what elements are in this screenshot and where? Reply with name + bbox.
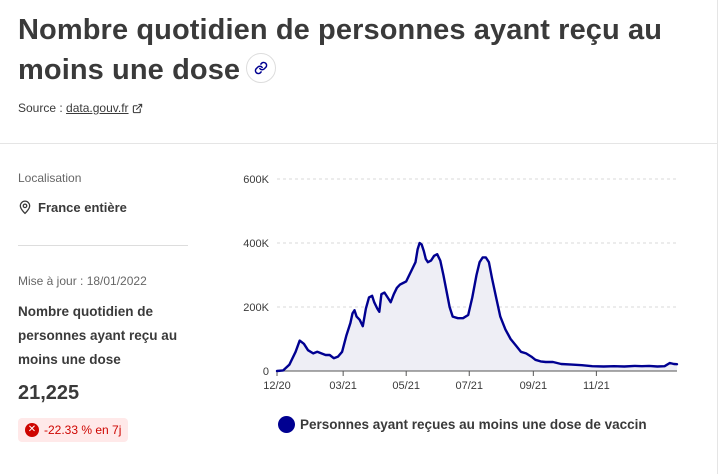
vaccination-chart: 0 200K 400K 600K 12/20 03/21 05/21 07/21 09/21 11… <box>243 174 679 392</box>
x-tick-label: 09/21 <box>520 380 548 392</box>
metric-label: Nombre quotidien de personnes ayant reçu… <box>18 304 178 367</box>
external-link-icon <box>132 103 142 114</box>
x-tick-label: 11/21 <box>583 380 610 392</box>
legend-label: Personnes ayant reçues au moins une dose… <box>300 417 647 432</box>
change-text: -22.33 % en 7j <box>44 423 122 437</box>
source-link[interactable]: data.gouv.fr <box>66 101 129 115</box>
metric-value: 21,225 <box>18 382 80 404</box>
location-value-row: France entière <box>18 199 127 215</box>
x-tick-label: 07/21 <box>455 380 483 392</box>
update-date: Mise à jour : 18/01/2022 <box>18 274 147 288</box>
series-area <box>277 243 677 371</box>
location-label: Localisation <box>18 171 82 185</box>
source-prefix: Source : <box>18 101 63 115</box>
page-title: Nombre quotidien de personnes ayant reçu… <box>18 10 698 90</box>
x-tick-label: 03/21 <box>329 380 357 392</box>
y-tick-label: 400K <box>243 238 269 250</box>
y-tick-label: 200K <box>243 302 269 314</box>
sidebar-divider <box>18 245 188 246</box>
legend-swatch <box>278 416 295 433</box>
copy-link-button[interactable] <box>246 53 277 84</box>
location-pin-icon <box>19 200 31 215</box>
chart-legend: Personnes ayant reçues au moins une dose… <box>278 416 647 433</box>
change-badge: ✕ -22.33 % en 7j <box>18 418 129 442</box>
x-tick-label: 12/20 <box>263 380 291 392</box>
series-line <box>275 241 679 373</box>
y-tick-label: 0 <box>263 366 269 378</box>
title-text: Nombre quotidien de personnes ayant reçu… <box>18 14 663 86</box>
header-divider <box>0 143 718 144</box>
close-circle-icon: ✕ <box>25 423 39 437</box>
source-line: Source : data.gouv.fr <box>18 101 143 115</box>
x-tick-label: 05/21 <box>392 380 420 392</box>
link-icon <box>254 62 268 75</box>
location-value: France entière <box>38 199 127 215</box>
y-tick-label: 600K <box>243 174 269 186</box>
